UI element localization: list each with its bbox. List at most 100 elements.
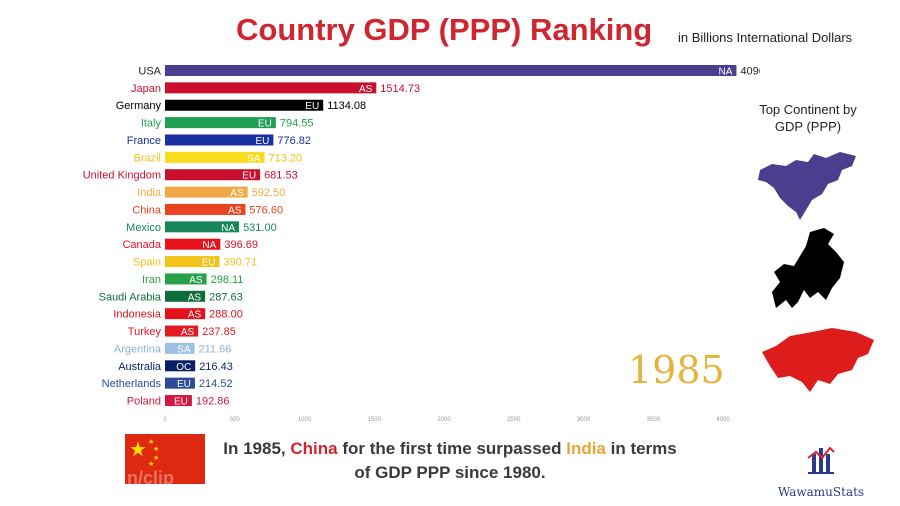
- svg-text:★: ★: [129, 437, 147, 461]
- fact-caption: In 1985, China for the first time surpas…: [215, 437, 685, 485]
- category-label: Australia: [118, 361, 162, 373]
- bar: [165, 238, 221, 250]
- fact-country-2: India: [566, 439, 606, 458]
- bar: [165, 186, 248, 198]
- category-label: Brazil: [133, 152, 161, 164]
- value-label: 531.00: [243, 222, 277, 234]
- value-label: 396.69: [224, 239, 258, 251]
- brand-name: WawamuStats: [777, 485, 865, 499]
- category-label: France: [127, 135, 161, 147]
- value-label: 216.43: [199, 361, 233, 373]
- category-label: Netherlands: [102, 378, 162, 390]
- bar: [165, 151, 265, 163]
- continent-label: OC: [176, 362, 191, 373]
- bar: [165, 65, 737, 76]
- continent-label: NA: [719, 67, 733, 78]
- fact-suffix: in terms of GDP PPP since 1980.: [354, 439, 677, 482]
- bar: [165, 99, 324, 111]
- category-label: Indonesia: [113, 309, 162, 321]
- value-label: 592.50: [252, 187, 286, 199]
- category-label: Spain: [133, 257, 161, 269]
- bar: [165, 377, 195, 389]
- year-label: 1985: [628, 348, 725, 392]
- category-label: Saudi Arabia: [99, 291, 162, 303]
- category-label: Germany: [116, 100, 162, 112]
- bar: [165, 221, 240, 233]
- x-tick-label: 3500: [647, 417, 661, 423]
- value-label: 287.63: [209, 291, 243, 303]
- continent-label: SA: [247, 153, 261, 164]
- category-label: Iran: [142, 274, 161, 286]
- bar: [165, 308, 206, 320]
- category-label: Turkey: [128, 326, 162, 338]
- value-label: 681.53: [264, 170, 298, 182]
- x-tick-label: 2500: [507, 417, 521, 423]
- continent-label: SA: [177, 344, 191, 355]
- bar: [165, 117, 276, 129]
- value-label: 288.00: [209, 309, 243, 321]
- value-label: 576.60: [249, 204, 283, 216]
- continent-label: AS: [228, 205, 242, 216]
- watermark-text: n/clip: [127, 468, 175, 484]
- continent-label: AS: [181, 327, 195, 338]
- bar: [165, 325, 199, 337]
- continent-label: AS: [230, 188, 244, 199]
- bar: [165, 273, 207, 285]
- x-tick-label: 1000: [298, 417, 312, 423]
- value-label: 390.71: [224, 257, 258, 269]
- x-tick-label: 0: [163, 417, 167, 423]
- flag-stars: ★ ★ ★ ★ ★: [129, 437, 159, 468]
- top-continent-title: Top Continent by GDP (PPP): [759, 102, 857, 134]
- fact-country-1: China: [290, 439, 338, 458]
- svg-text:★: ★: [153, 454, 159, 462]
- continent-label: EU: [242, 171, 256, 182]
- chart-title: Country GDP (PPP) Ranking: [236, 12, 653, 47]
- continent-label: EU: [177, 379, 191, 390]
- value-label: 4096.43: [740, 66, 760, 78]
- category-label: Italy: [141, 118, 162, 130]
- value-label: 298.11: [211, 274, 244, 286]
- fact-middle: for the first time surpassed: [337, 439, 567, 458]
- value-label: 794.55: [280, 118, 314, 130]
- europe-map-icon: [772, 228, 844, 308]
- continent-label: EU: [305, 101, 319, 112]
- x-tick-label: 500: [230, 417, 241, 423]
- bar: [165, 82, 377, 94]
- chart-subtitle: in Billions International Dollars: [678, 30, 853, 45]
- china-flag-icon: ★ ★ ★ ★ ★ n/clip: [125, 434, 205, 484]
- continent-label: EU: [202, 258, 216, 269]
- asia-map-icon: [762, 328, 874, 392]
- value-label: 214.52: [199, 378, 233, 390]
- continent-label: AS: [189, 275, 203, 286]
- category-label: India: [137, 187, 162, 199]
- x-tick-label: 3000: [577, 417, 591, 423]
- continent-label: NA: [202, 240, 216, 251]
- category-label: Poland: [127, 396, 161, 408]
- continent-label: AS: [188, 310, 202, 321]
- value-label: 713.20: [268, 152, 302, 164]
- brand-logo: WawamuStats: [776, 444, 866, 499]
- svg-text:★: ★: [148, 460, 154, 468]
- value-label: 1134.08: [327, 100, 366, 112]
- x-tick-label: 1500: [368, 417, 382, 423]
- x-tick-label: 4000: [716, 417, 730, 423]
- bar: [165, 360, 196, 372]
- continent-label: AS: [359, 84, 373, 95]
- bar: [165, 395, 192, 407]
- x-tick-label: 2000: [437, 417, 451, 423]
- value-label: 237.85: [202, 326, 236, 338]
- bar: [165, 342, 195, 354]
- value-label: 776.82: [277, 135, 311, 147]
- value-label: 192.86: [196, 396, 230, 408]
- category-label: Japan: [131, 83, 161, 95]
- category-label: United Kingdom: [83, 170, 161, 182]
- category-label: China: [132, 204, 162, 216]
- continent-label: EU: [255, 136, 269, 147]
- svg-text:★: ★: [148, 438, 154, 446]
- value-label: 1514.73: [380, 83, 420, 95]
- fact-prefix: In 1985,: [223, 439, 291, 458]
- category-label: USA: [138, 66, 161, 78]
- category-label: Canada: [122, 239, 161, 251]
- bar: [165, 290, 206, 302]
- value-label: 211.66: [199, 343, 232, 355]
